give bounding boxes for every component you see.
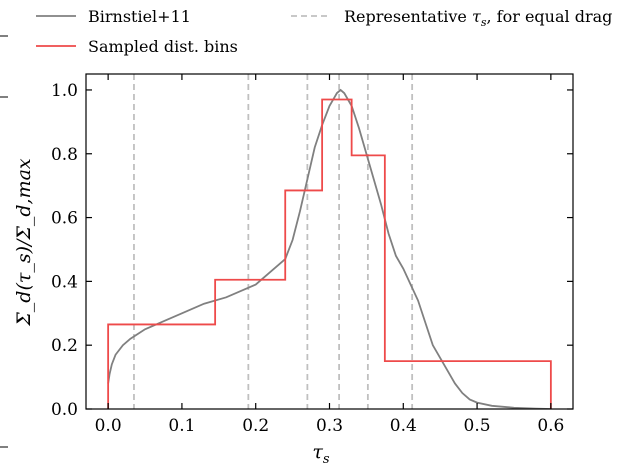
y-tick-label-0: 0.0 <box>51 400 78 420</box>
legend-label-representative-text: Representative <box>344 7 467 26</box>
legend-label-sampled: Sampled dist. bins <box>88 37 238 56</box>
plot-frame <box>85 73 574 410</box>
x-tick-label-5: 0.5 <box>464 416 491 436</box>
legend: Birnstiel+11 Sampled dist. bins Represen… <box>36 7 612 56</box>
y-axis-ticks: 0.0 0.2 0.4 0.6 0.8 1.0 <box>51 81 573 420</box>
x-axis-label-sub: s <box>323 452 330 464</box>
x-axis-label-main: τ <box>312 441 323 463</box>
x-axis-ticks: 0.0 0.1 0.2 0.3 0.4 0.5 0.6 <box>95 74 564 436</box>
x-tick-label-4: 0.4 <box>390 416 417 436</box>
y-tick-label-3: 0.6 <box>51 209 78 229</box>
x-axis-label: τs <box>312 441 330 464</box>
y-tick-label-4: 0.8 <box>51 145 78 165</box>
y-tick-label-2: 0.4 <box>51 272 78 292</box>
representative-lines <box>133 74 414 409</box>
legend-label-representative-math: τ <box>472 7 482 26</box>
y-tick-label-5: 1.0 <box>51 81 78 101</box>
legend-label-representative-sub: s <box>481 16 487 29</box>
y-axis-label: Σ_d(τ_s)/Σ_d,max <box>13 158 35 327</box>
legend-label-representative: Representative τs, for equal drag <box>344 7 612 29</box>
birnstiel-line <box>107 88 551 409</box>
x-tick-label-2: 0.2 <box>242 416 269 436</box>
series-layer <box>107 88 552 409</box>
sampled-step-line <box>107 98 552 409</box>
x-tick-label-6: 0.6 <box>537 416 564 436</box>
legend-label-birnstiel: Birnstiel+11 <box>88 7 191 26</box>
x-tick-label-1: 0.1 <box>168 416 195 436</box>
legend-label-representative-suffix: , for equal drag <box>487 7 613 26</box>
y-tick-label-1: 0.2 <box>51 336 78 356</box>
x-tick-label-3: 0.3 <box>316 416 343 436</box>
x-tick-label-0: 0.0 <box>95 416 122 436</box>
